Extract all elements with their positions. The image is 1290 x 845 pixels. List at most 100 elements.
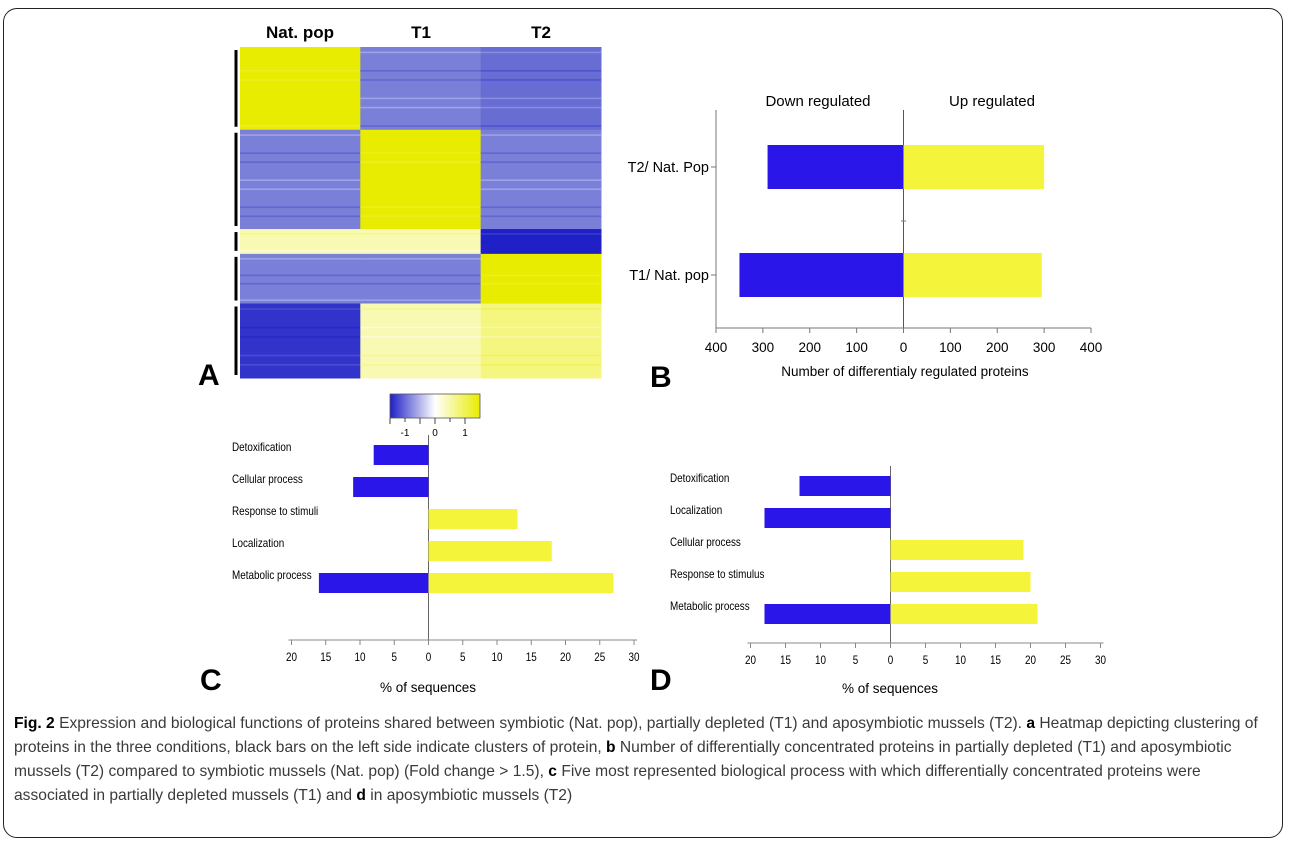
heatmap-streak	[360, 282, 481, 285]
x-tick-label: 25	[1060, 654, 1071, 667]
heatmap-streak	[480, 97, 601, 100]
heatmap-streak	[240, 106, 361, 109]
heatmap-streak	[480, 308, 601, 310]
colorbar-tick-label: 1	[462, 428, 468, 439]
heatmap-cell	[360, 303, 482, 379]
heatmap-streak	[480, 364, 601, 366]
heatmap-streak	[480, 134, 601, 136]
heatmap-streak	[360, 258, 481, 260]
heatmap-streak	[480, 115, 601, 118]
heatmap-streak	[240, 215, 361, 218]
x-tick-label: 15	[526, 651, 537, 664]
heatmap-column-label: T1	[411, 23, 431, 42]
figure-caption: Fig. 2 Expression and biological functio…	[14, 712, 1274, 808]
category-label: Metabolic process	[670, 600, 750, 613]
category-label: Detoxification	[670, 472, 729, 485]
heatmap-streak	[480, 143, 601, 145]
heatmap-streak	[240, 143, 361, 145]
x-tick-label: 200	[986, 340, 1009, 355]
bar-up	[903, 253, 1042, 297]
x-tick-label: 400	[1080, 340, 1103, 355]
heatmap-streak	[480, 161, 601, 163]
heatmap-streak	[240, 69, 361, 72]
panel-b-chart: Down regulated Up regulated Number of di…	[628, 93, 1103, 394]
heatmap-streak	[360, 79, 481, 81]
heatmap-streak	[480, 125, 601, 127]
heatmap-streak	[240, 345, 361, 348]
heatmap-streak	[360, 233, 481, 235]
x-tick-label: 300	[752, 340, 775, 355]
caption-a-text: Heatmap depicting clustering of proteins…	[14, 715, 1258, 756]
x-tick-label: 0	[900, 340, 908, 355]
heatmap-streak	[240, 291, 361, 293]
heatmap-streak	[240, 233, 361, 235]
bar-up	[428, 573, 614, 593]
heatmap-streak	[240, 224, 361, 227]
x-axis-title: Number of differentialy regulated protei…	[781, 364, 1029, 379]
heatmap-cell	[480, 303, 602, 379]
heatmap-streak	[480, 88, 601, 90]
panel-letter-a: A	[198, 359, 220, 392]
heatmap-streak	[240, 249, 361, 252]
heatmap-streak	[480, 79, 601, 81]
x-tick-label: 5	[853, 654, 859, 667]
x-tick-label: 300	[1033, 340, 1056, 355]
x-tick-label: 10	[815, 654, 826, 667]
heatmap-streak	[240, 299, 361, 301]
heatmap-streak	[360, 299, 481, 301]
heatmap-streak	[360, 336, 481, 338]
heatmap-streak	[480, 299, 601, 301]
x-tick-label: 100	[939, 340, 962, 355]
heatmap-streak	[240, 79, 361, 81]
heatmap-streak	[480, 241, 601, 244]
heatmap-panel: Nat. pop T1 T2 -1 0 1 A	[198, 23, 602, 439]
heatmap-streak	[480, 266, 601, 268]
heatmap-streak	[360, 69, 481, 72]
heatmap-streak	[480, 282, 601, 285]
heatmap-streak	[360, 274, 481, 277]
heatmap-streak	[360, 373, 481, 375]
heatmap-streak	[360, 249, 481, 252]
heatmap-streak	[360, 125, 481, 127]
heatmap-streak	[240, 125, 361, 127]
x-tick-label: 20	[560, 651, 571, 664]
heatmap-cell	[480, 253, 602, 305]
heatmap-streak	[480, 206, 601, 209]
heatmap-streak	[360, 345, 481, 348]
heatmap-streak	[240, 354, 361, 357]
heatmap-streak	[480, 152, 601, 154]
x-tick-label: 100	[845, 340, 868, 355]
heatmap-streak	[480, 51, 601, 54]
x-tick-label: 5	[923, 654, 929, 667]
figure-frame	[3, 8, 1283, 838]
category-label: Metabolic process	[232, 569, 312, 582]
bar-up	[428, 541, 552, 561]
heatmap-streak	[360, 354, 481, 357]
bar-up	[428, 509, 518, 529]
bar-down	[799, 476, 891, 496]
heatmap-streak	[360, 364, 481, 366]
caption-c-text: Five most represented biological process…	[14, 763, 1201, 804]
heatmap-streak	[480, 188, 601, 191]
heatmap-streak	[240, 170, 361, 172]
heatmap-streak	[240, 206, 361, 209]
heatmap-streak	[360, 197, 481, 200]
heatmap-streak	[240, 336, 361, 338]
x-tick-label: 15	[780, 654, 791, 667]
category-label: Response to stimuli	[232, 505, 318, 518]
caption-b-label: b	[606, 739, 616, 756]
heatmap-streak	[240, 266, 361, 268]
caption-fig-label: Fig. 2	[14, 715, 55, 732]
bar-down	[764, 604, 891, 624]
caption-d-text: in aposymbiotic mussels (T2)	[365, 787, 573, 804]
heatmap-streak	[480, 249, 601, 252]
x-tick-label: 20	[745, 654, 756, 667]
heatmap-streak	[480, 233, 601, 235]
heatmap-streak	[240, 274, 361, 277]
category-label: T2/ Nat. Pop	[628, 160, 709, 176]
heatmap-streak	[480, 170, 601, 172]
x-axis-title: % of sequences	[842, 681, 938, 696]
category-label: Detoxification	[232, 441, 291, 454]
heatmap-streak	[360, 224, 481, 227]
